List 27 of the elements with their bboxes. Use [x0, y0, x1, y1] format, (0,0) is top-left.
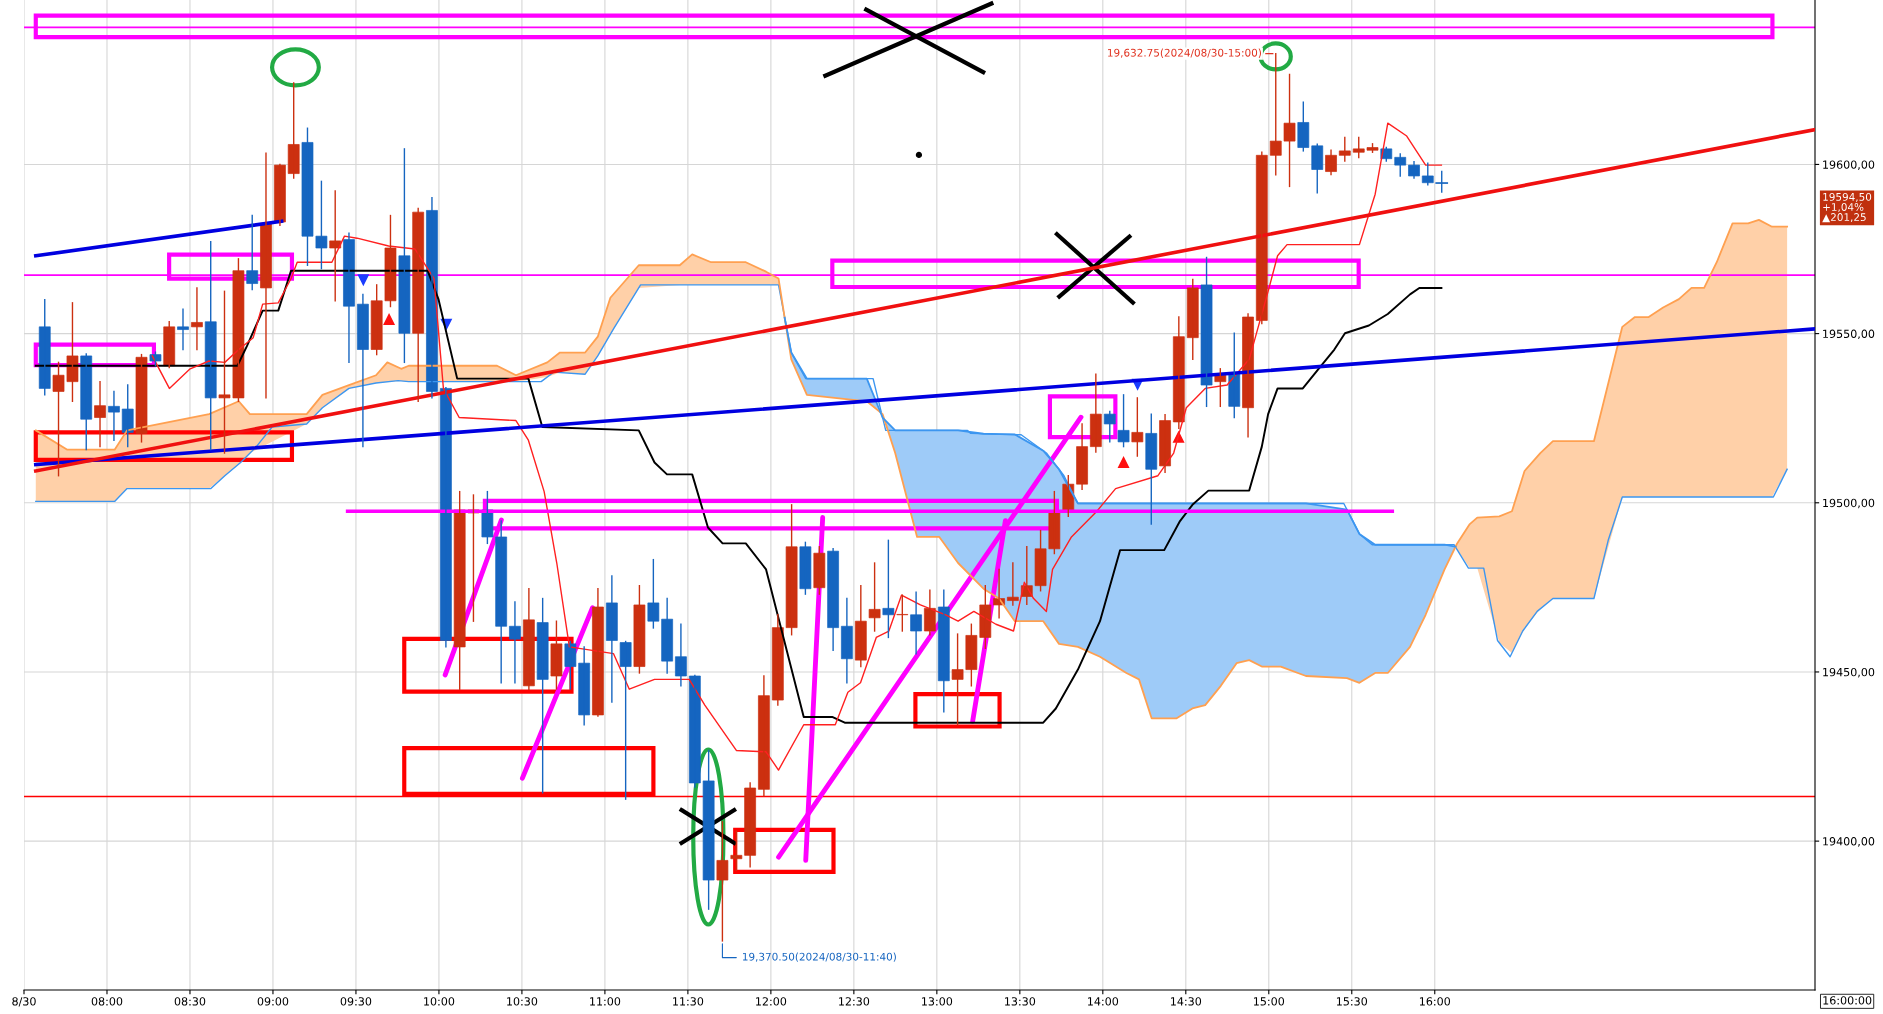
- y-tick-label: 19500,00: [1823, 498, 1875, 509]
- x-tick-label: 14:00: [1088, 997, 1119, 1006]
- x-tick-label: 09:30: [340, 997, 372, 1006]
- y-tick-label: 19450,00: [1823, 667, 1875, 678]
- x-tick-label: 15:00: [1254, 997, 1285, 1006]
- x-tick-label: 13:30: [1005, 997, 1036, 1006]
- x-tick-label: 10:30: [507, 997, 538, 1006]
- annotation: 19,370.50(2024/08/30-11:40): [743, 952, 896, 962]
- x-tick-label: 15:30: [1336, 997, 1368, 1006]
- x-tick-label: 11:00: [590, 997, 621, 1006]
- x-tick-label: 08:30: [174, 997, 206, 1006]
- x-tick-label: 14:30: [1171, 997, 1202, 1006]
- x-tick-label: 10:00: [424, 997, 455, 1006]
- x-tick-label: 12:00: [756, 997, 787, 1006]
- y-tick-label: 19550,00: [1823, 329, 1875, 340]
- text: 16:00:00: [1823, 996, 1872, 1005]
- x-tick-label: 08:00: [91, 997, 123, 1006]
- x-tick-label: 16:00: [1419, 997, 1451, 1006]
- y-tick-label: 19600,00: [1823, 160, 1875, 170]
- x-tick-label: 12:30: [839, 997, 870, 1006]
- x-tick-label: 11:30: [673, 997, 704, 1006]
- x-tick-label: 09:00: [257, 997, 289, 1006]
- text: 19594,50 +1,04% ▲201,25: [1822, 192, 1872, 223]
- annotation: 19,632.75(2024/08/30-15:00): [1108, 48, 1261, 58]
- y-tick-label: 19400,00: [1823, 837, 1875, 847]
- x-tick-label: 8/30: [12, 997, 36, 1007]
- x-tick-label: 13:00: [922, 997, 953, 1006]
